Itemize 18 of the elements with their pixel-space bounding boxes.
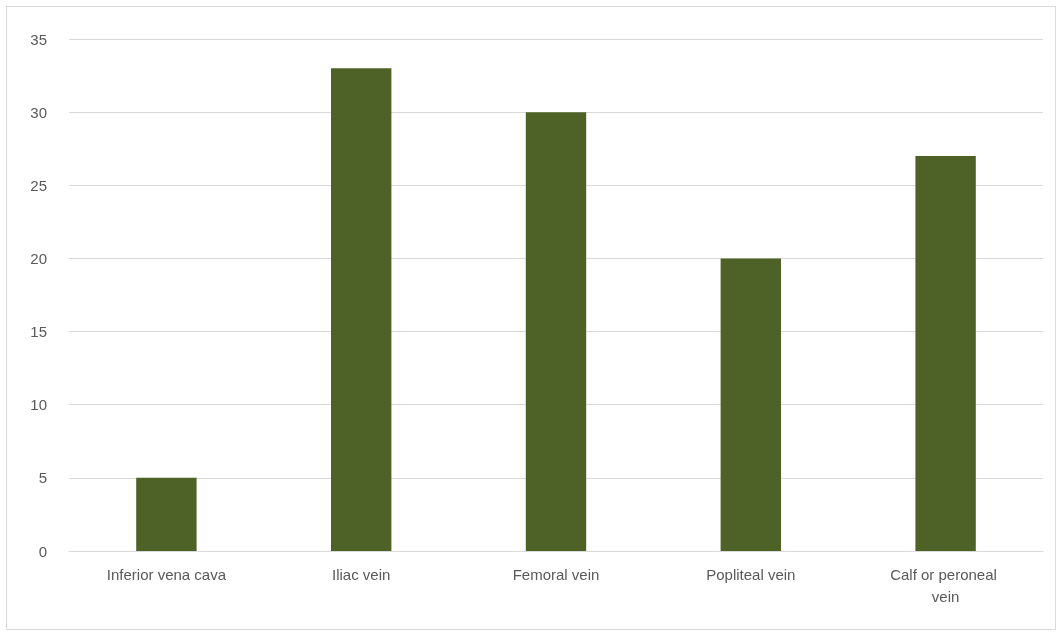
x-tick-label: Iliac vein [332, 565, 391, 583]
bar [720, 258, 781, 551]
x-tick-label: Popliteal vein [706, 565, 796, 583]
y-tick-label: 5 [38, 469, 47, 487]
y-tick-label: 30 [30, 103, 47, 121]
bar [525, 112, 587, 551]
y-tick-label: 10 [30, 396, 47, 414]
bar [331, 68, 392, 551]
y-tick-label: 0 [38, 542, 47, 560]
y-tick-label: 25 [30, 176, 47, 194]
bar [136, 477, 197, 551]
y-tick-label: 20 [30, 249, 47, 267]
x-tick-label: Inferior vena cava [106, 565, 227, 583]
bar [915, 156, 976, 551]
x-tick-label: Calf or peroneal vein [890, 565, 1002, 605]
y-tick-label: 15 [30, 323, 47, 341]
y-tick-label: 35 [30, 30, 47, 48]
x-tick-label: Femoral vein [512, 565, 600, 583]
